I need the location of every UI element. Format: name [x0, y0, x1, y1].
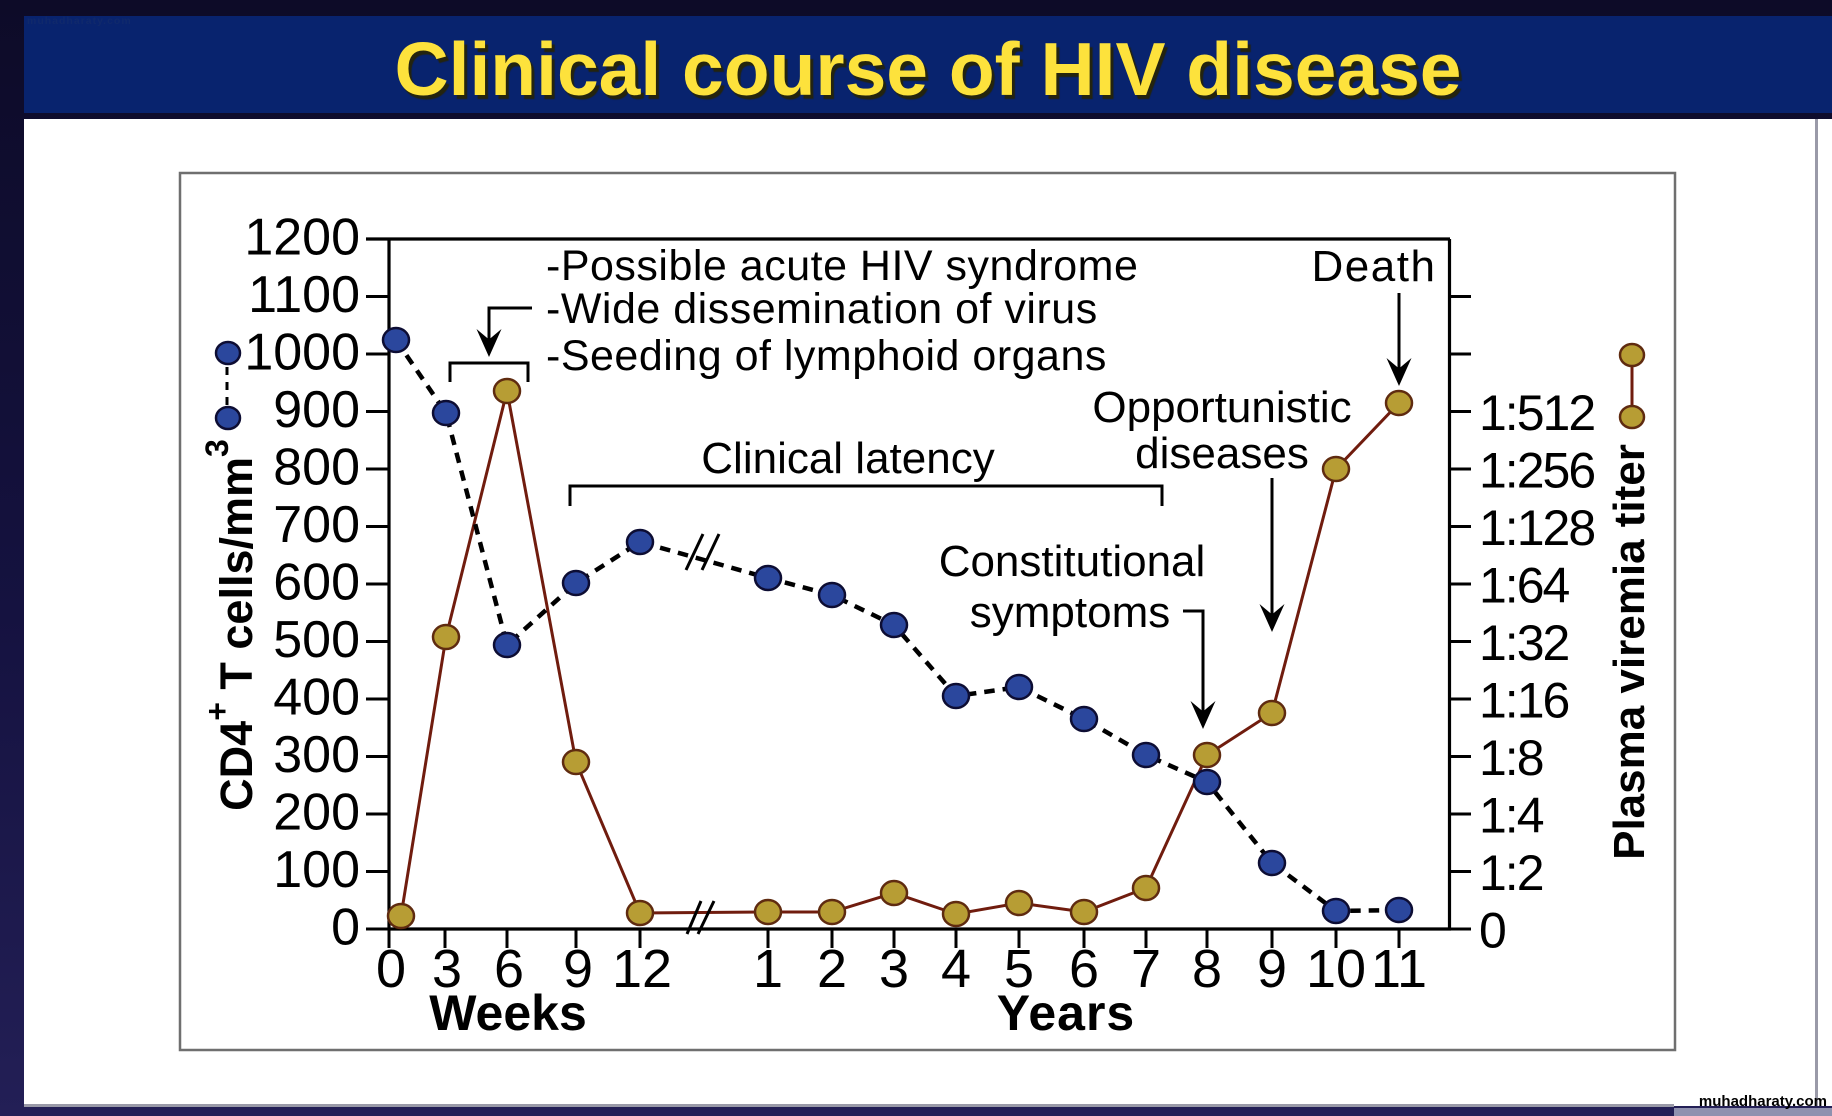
- svg-text:-Possible acute HIV syndrome: -Possible acute HIV syndrome: [546, 242, 1138, 290]
- svg-text:Constitutional: Constitutional: [939, 537, 1206, 586]
- svg-text:Opportunistic: Opportunistic: [1092, 383, 1351, 432]
- svg-text:6: 6: [494, 939, 524, 999]
- svg-text:300: 300: [273, 726, 360, 784]
- svg-text:4: 4: [941, 939, 971, 999]
- svg-text:1:16: 1:16: [1479, 673, 1569, 729]
- svg-text:7: 7: [1131, 939, 1161, 999]
- svg-text:-Seeding of lymphoid organs: -Seeding of lymphoid organs: [546, 332, 1107, 380]
- svg-text:-Wide dissemination of virus: -Wide dissemination of virus: [546, 285, 1098, 333]
- svg-text:1:4: 1:4: [1479, 788, 1544, 844]
- svg-text:500: 500: [273, 611, 360, 669]
- svg-text:700: 700: [273, 496, 360, 554]
- svg-text:1:64: 1:64: [1479, 558, 1570, 614]
- svg-text:1200: 1200: [244, 209, 360, 267]
- svg-text:3: 3: [432, 939, 462, 999]
- svg-text:9: 9: [1257, 939, 1287, 999]
- svg-text:12: 12: [612, 939, 672, 999]
- svg-text:8: 8: [1192, 939, 1222, 999]
- svg-text:400: 400: [273, 669, 360, 727]
- svg-text:0: 0: [1479, 903, 1505, 959]
- svg-text:1000: 1000: [244, 324, 360, 382]
- svg-text:5: 5: [1004, 939, 1034, 999]
- svg-text:1:128: 1:128: [1479, 500, 1594, 556]
- svg-text:Years: Years: [997, 985, 1135, 1041]
- svg-text:100: 100: [273, 841, 360, 899]
- svg-text:1:256: 1:256: [1479, 443, 1594, 499]
- svg-text:1:2: 1:2: [1479, 845, 1543, 901]
- svg-text:Weeks: Weeks: [429, 985, 587, 1041]
- svg-text:11: 11: [1371, 939, 1427, 999]
- svg-text:1:8: 1:8: [1479, 730, 1543, 786]
- svg-text:900: 900: [273, 381, 360, 439]
- svg-text:10: 10: [1306, 939, 1366, 999]
- svg-text:diseases: diseases: [1135, 429, 1309, 478]
- svg-text:Plasma viremia titer: Plasma viremia titer: [1605, 444, 1654, 860]
- svg-text:9: 9: [563, 939, 593, 999]
- svg-text:800: 800: [273, 439, 360, 497]
- svg-text:1:512: 1:512: [1479, 385, 1594, 441]
- svg-text:1: 1: [753, 939, 783, 999]
- svg-text:600: 600: [273, 554, 360, 612]
- svg-text:0: 0: [376, 939, 406, 999]
- svg-text:6: 6: [1069, 939, 1099, 999]
- svg-text:3: 3: [879, 939, 909, 999]
- svg-text:2: 2: [817, 939, 847, 999]
- svg-text:symptoms: symptoms: [970, 588, 1170, 637]
- svg-text:Death: Death: [1312, 242, 1437, 291]
- svg-text:0: 0: [331, 899, 360, 957]
- svg-text:1100: 1100: [248, 266, 360, 324]
- svg-text:1:32: 1:32: [1479, 615, 1569, 671]
- svg-text:Clinical latency: Clinical latency: [701, 434, 994, 483]
- svg-text:200: 200: [273, 784, 360, 842]
